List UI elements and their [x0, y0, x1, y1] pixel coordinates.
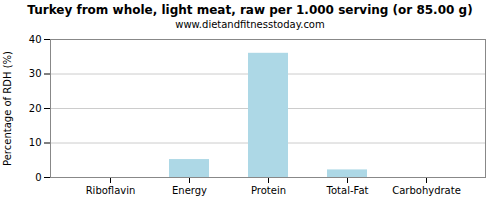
svg-text:Carbohydrate: Carbohydrate [392, 185, 461, 196]
svg-text:Percentage of RDH (%): Percentage of RDH (%) [2, 51, 13, 166]
svg-text:30: 30 [29, 68, 42, 79]
svg-text:Energy: Energy [172, 185, 207, 196]
svg-text:Total-Fat: Total-Fat [326, 185, 369, 196]
svg-text:Riboflavin: Riboflavin [86, 185, 136, 196]
svg-text:Protein: Protein [251, 185, 286, 196]
svg-text:20: 20 [29, 103, 42, 114]
svg-text:10: 10 [29, 137, 42, 148]
svg-text:40: 40 [29, 34, 42, 45]
html-text:www.dietandfitnesstoday.com: www.dietandfitnesstoday.com [175, 19, 325, 30]
html-text:Turkey from whole, light meat,: Turkey from whole, light meat, raw per 1… [27, 3, 473, 17]
svg-text:0: 0 [35, 172, 41, 183]
